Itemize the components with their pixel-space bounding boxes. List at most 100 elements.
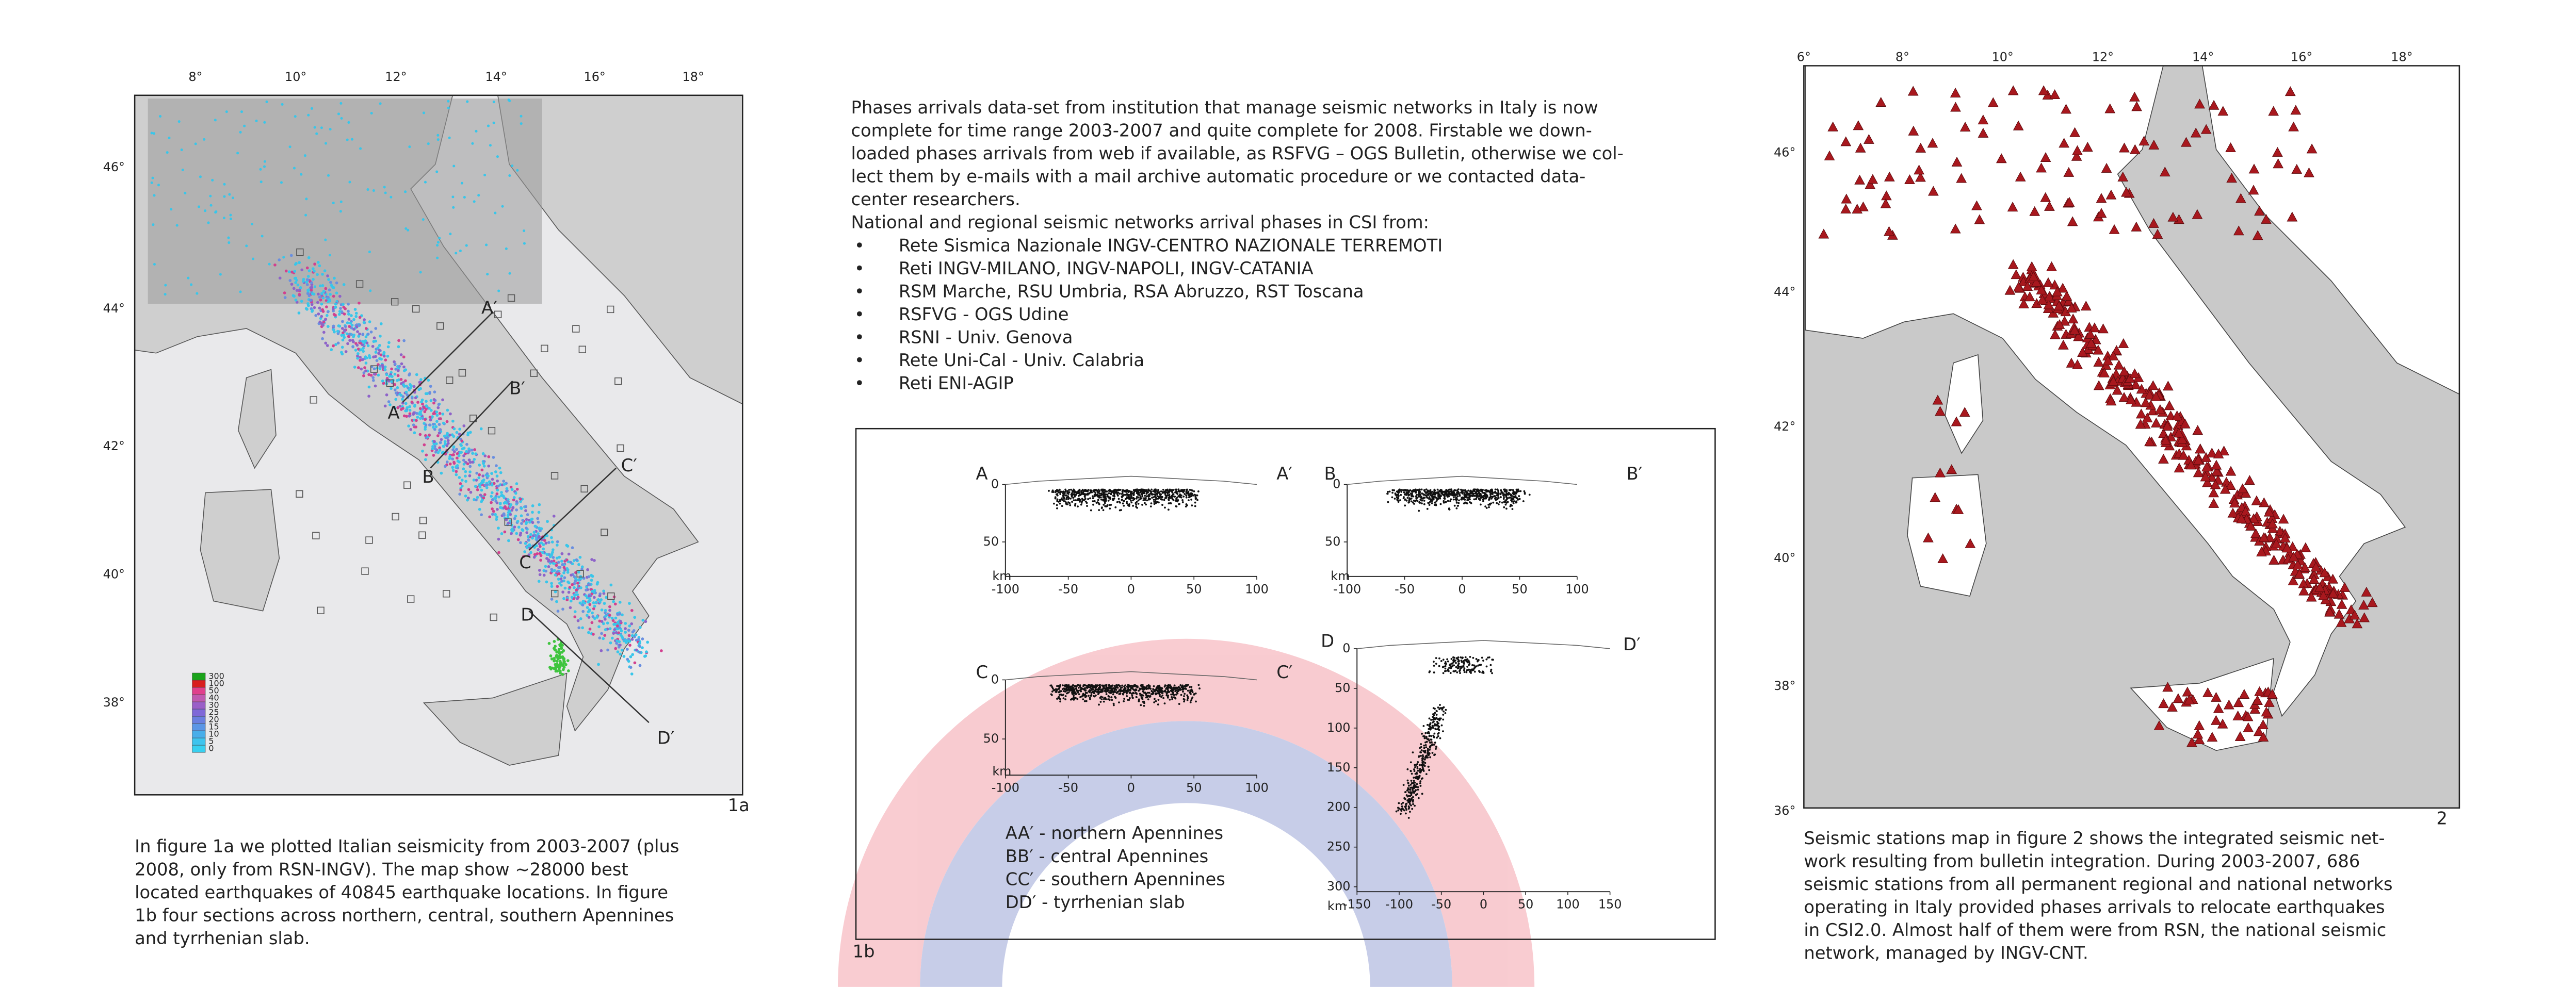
hypocenter [1455, 666, 1457, 668]
hypocenter [1056, 690, 1058, 692]
quake-dot [309, 286, 312, 289]
hypocenter [1164, 686, 1166, 688]
quake-dot [298, 311, 301, 315]
quake-dot [561, 673, 564, 676]
quake-dot [437, 241, 440, 243]
quake-dot [531, 537, 534, 540]
hypocenter [1098, 490, 1100, 492]
hypocenter [1074, 686, 1076, 688]
hypocenter [1418, 755, 1420, 757]
hypocenter [1437, 492, 1439, 494]
quake-dot [524, 542, 527, 545]
hypocenter [1145, 688, 1147, 690]
hypocenter [1063, 697, 1065, 699]
hypocenter [1197, 684, 1200, 686]
quake-dot [290, 254, 293, 257]
quake-dot [487, 455, 490, 458]
quake-dot [505, 248, 508, 250]
quake-dot [586, 614, 589, 617]
quake-dot [178, 120, 181, 123]
hypocenter [1105, 490, 1107, 492]
hypocenter [1141, 694, 1143, 696]
quake-dot [438, 432, 441, 435]
quake-dot [582, 600, 585, 603]
quake-dot [394, 368, 397, 371]
bullet: • [854, 350, 865, 370]
hypocenter [1139, 491, 1141, 494]
quake-dot [413, 385, 416, 388]
hypocenter [1500, 489, 1502, 491]
quake-dot [592, 633, 595, 636]
hypocenter [1129, 692, 1131, 694]
quake-dot [176, 224, 179, 227]
quake-dot [342, 303, 345, 306]
alps-relief [148, 98, 542, 304]
quake-dot [375, 351, 378, 354]
quake-dot [497, 496, 500, 499]
hypocenter [1414, 805, 1416, 807]
hypocenter [1425, 492, 1428, 494]
hypocenter [1413, 782, 1415, 784]
hypocenter [1401, 805, 1403, 808]
quake-dot [628, 640, 631, 643]
hypocenter [1519, 490, 1521, 492]
quake-dot [496, 508, 499, 511]
hypocenter [1481, 496, 1483, 498]
quake-dot [347, 310, 350, 313]
quake-dot [597, 598, 600, 601]
hypocenter [1428, 766, 1430, 768]
hypocenter [1059, 493, 1061, 495]
quake-dot [536, 517, 539, 520]
quake-dot [259, 168, 262, 171]
quake-dot [312, 278, 315, 281]
hypocenter [1425, 755, 1427, 758]
hypocenter [1524, 493, 1526, 495]
hypocenter [1163, 690, 1165, 693]
quake-dot [608, 605, 611, 608]
quake-dot [585, 588, 588, 591]
quake-dot [509, 505, 512, 508]
quake-dot [471, 449, 474, 452]
quake-dot [608, 609, 611, 612]
x-tick-label: -100 [992, 582, 1019, 596]
quake-dot [451, 420, 455, 423]
hypocenter [1416, 766, 1418, 768]
hypocenter [1168, 502, 1170, 504]
quake-dot [527, 535, 530, 538]
quake-dot [612, 600, 615, 603]
hypocenter [1422, 735, 1424, 737]
quake-dot [473, 479, 476, 482]
quake-dot [335, 291, 338, 294]
hypocenter [1133, 499, 1135, 501]
hypocenter [1413, 780, 1415, 782]
hypocenter [1086, 700, 1088, 702]
quake-dot [502, 480, 505, 483]
top-tick-label: 18° [2391, 50, 2412, 64]
quake-dot [214, 119, 217, 121]
hypocenter [1406, 491, 1408, 493]
hypocenter [1101, 698, 1103, 700]
hypocenter [1494, 492, 1496, 494]
quake-dot [403, 369, 406, 372]
quake-dot [321, 337, 324, 340]
quake-dot [485, 486, 489, 489]
hypocenter [1447, 494, 1449, 496]
quake-dot [318, 265, 321, 268]
quake-dot [560, 574, 563, 578]
quake-dot [152, 223, 154, 226]
quake-dot [407, 424, 410, 427]
quake-dot [332, 202, 335, 204]
quake-dot [614, 617, 618, 620]
quake-dot [597, 663, 600, 666]
quake-dot [446, 460, 449, 464]
hypocenter [1419, 780, 1421, 782]
quake-dot [538, 527, 541, 530]
quake-dot [598, 636, 601, 639]
quake-dot [346, 332, 349, 335]
hypocenter [1515, 497, 1517, 499]
hypocenter [1400, 809, 1402, 811]
quake-dot [370, 112, 373, 114]
hypocenter [1499, 501, 1501, 503]
quake-dot [352, 334, 355, 337]
hypocenter [1143, 497, 1145, 499]
